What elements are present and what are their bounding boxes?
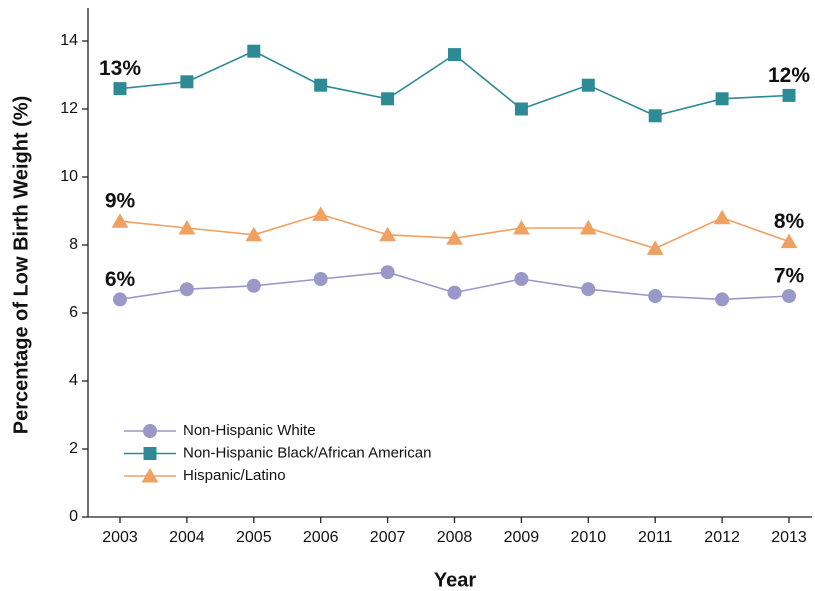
legend-marker <box>143 424 157 438</box>
data-point <box>380 265 395 280</box>
data-point <box>715 292 730 307</box>
y-tick-label: 12 <box>60 100 78 117</box>
data-point <box>514 272 529 286</box>
y-axis-label: Percentage of Low Birth Weight (%) <box>10 96 32 435</box>
legend-marker <box>141 467 159 483</box>
x-tick-label: 2006 <box>303 529 339 546</box>
data-point <box>581 282 596 297</box>
data-point <box>245 226 263 242</box>
y-tick-label: 8 <box>69 236 78 253</box>
value-label: 7% <box>774 265 805 288</box>
y-tick-label: 2 <box>69 440 78 457</box>
value-label: 12% <box>768 64 810 87</box>
legend-label: Non-Hispanic White <box>183 422 316 439</box>
data-point <box>581 78 595 92</box>
data-point <box>179 282 194 297</box>
y-tick-label: 0 <box>69 508 78 525</box>
x-tick-label: 2009 <box>504 529 540 546</box>
value-label: 13% <box>99 57 141 80</box>
data-point <box>648 109 662 123</box>
value-label: 8% <box>774 210 805 233</box>
value-label: 6% <box>105 268 136 291</box>
data-point <box>313 272 328 286</box>
data-point <box>178 219 196 235</box>
x-axis-label: Year <box>434 569 476 591</box>
data-point <box>312 206 330 221</box>
data-point <box>113 82 127 96</box>
x-tick-label: 2008 <box>437 529 473 546</box>
data-point <box>379 226 396 242</box>
data-point <box>514 102 528 116</box>
value-label: 9% <box>105 190 136 213</box>
data-point <box>446 230 463 245</box>
x-tick-label: 2003 <box>102 529 138 546</box>
data-point <box>713 209 731 225</box>
y-tick-label: 6 <box>69 304 78 321</box>
data-point <box>447 285 462 300</box>
x-tick-label: 2013 <box>771 529 807 546</box>
legend-marker <box>143 447 157 460</box>
legend-label: Hispanic/Latino <box>183 467 286 484</box>
data-point <box>782 88 796 102</box>
y-tick-label: 10 <box>60 168 78 185</box>
y-tick-label: 14 <box>60 32 78 49</box>
data-point <box>579 219 597 235</box>
data-point <box>780 233 798 249</box>
data-point <box>513 219 530 235</box>
y-tick-label: 4 <box>69 372 78 389</box>
data-point <box>381 92 395 106</box>
x-tick-label: 2004 <box>169 529 205 546</box>
data-point <box>648 289 663 303</box>
data-point <box>448 48 461 62</box>
data-point <box>646 240 664 255</box>
x-tick-label: 2010 <box>571 529 607 546</box>
x-tick-label: 2007 <box>370 529 406 546</box>
data-point <box>113 292 127 307</box>
data-point <box>180 75 194 89</box>
legend-label: Non-Hispanic Black/African American <box>183 444 431 461</box>
x-tick-label: 2011 <box>638 529 673 546</box>
data-point <box>715 92 729 106</box>
x-tick-label: 2005 <box>236 529 272 546</box>
data-point <box>111 213 129 228</box>
data-point <box>314 78 328 92</box>
data-point <box>247 44 261 58</box>
data-point <box>246 278 261 293</box>
x-tick-label: 2012 <box>704 529 740 546</box>
data-point <box>782 289 796 303</box>
